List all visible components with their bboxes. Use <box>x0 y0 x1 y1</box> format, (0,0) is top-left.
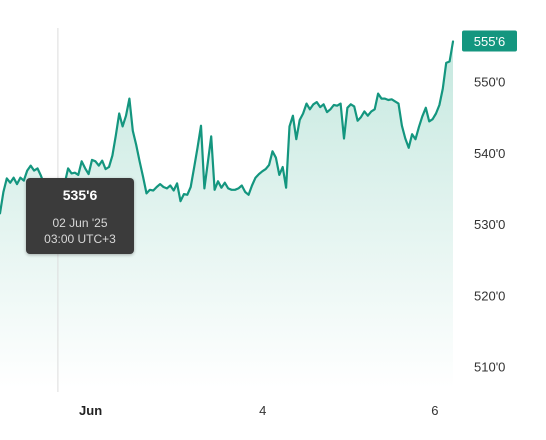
x-tick-label: 4 <box>259 403 266 418</box>
last-price-badge <box>462 30 517 52</box>
y-tick-label: 520'0 <box>474 288 505 303</box>
y-tick-label: 550'0 <box>474 74 505 89</box>
crosshair-tooltip: 535'6 02 Jun '25 03:00 UTC+3 <box>26 178 134 254</box>
x-tick-label: 6 <box>431 403 438 418</box>
tooltip-date: 02 Jun '25 <box>52 216 108 230</box>
last-price-label: 555'6 <box>474 34 505 49</box>
y-tick-label: 540'0 <box>474 146 505 161</box>
x-tick-label: Jun <box>79 403 102 418</box>
tooltip-value: 535'6 <box>62 187 98 203</box>
price-line <box>0 40 455 215</box>
tooltip-time: 03:00 UTC+3 <box>44 232 116 246</box>
area-fill <box>0 41 453 388</box>
y-tick-label: 530'0 <box>474 217 505 232</box>
y-tick-label: 510'0 <box>474 360 505 375</box>
